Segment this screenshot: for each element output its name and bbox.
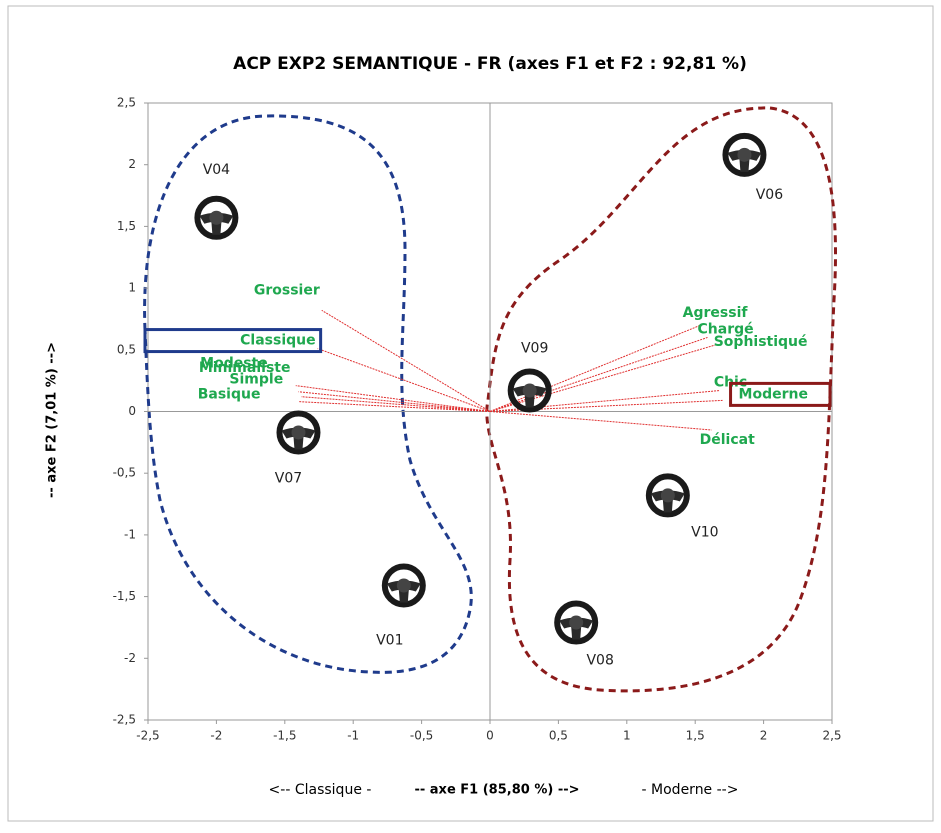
variable-vector [489, 390, 720, 412]
variable-label: Basique [198, 387, 261, 403]
y-tick-label: 2,5 [117, 96, 136, 110]
steering-wheel-point [194, 195, 239, 240]
wheel-hub [291, 425, 306, 440]
wheel-hub [737, 147, 752, 162]
y-tick-label: -0,5 [113, 466, 136, 480]
chart-title: ACP EXP2 SEMANTIQUE - FR (axes F1 et F2 … [233, 54, 747, 74]
x-tick-label: -2,5 [136, 729, 159, 743]
y-tick-label: -1,5 [113, 589, 136, 603]
point-label: V01 [376, 632, 403, 648]
cluster-outline [485, 106, 837, 693]
wheel-hub [396, 578, 411, 593]
y-tick-label: -1 [124, 527, 136, 541]
y-tick-label: 1,5 [117, 219, 136, 233]
x-tick-label: 2 [760, 729, 768, 743]
variable-label: Simple [229, 372, 283, 388]
wheel-rim [276, 410, 321, 455]
highlight-box [729, 381, 832, 407]
variable-label: Moderne [739, 386, 808, 402]
steering-wheel-point [554, 600, 599, 645]
variable-label: Agressif [683, 305, 749, 321]
variable-label: Délicat [700, 432, 755, 448]
variable-label: Classique [240, 333, 315, 349]
steering-wheel-point [507, 368, 552, 413]
x-tick-label: 1,5 [686, 729, 705, 743]
point-label: V08 [586, 653, 613, 669]
y-axis-title: -- axe F2 (7,01 %) --> [45, 342, 60, 498]
variable-vector [489, 336, 708, 412]
variable-label: Sophistiqué [714, 334, 808, 350]
y-tick-label: -2,5 [113, 713, 136, 727]
point-label: V07 [275, 470, 302, 486]
steering-wheel-point [381, 563, 426, 608]
wheel-hub [522, 383, 537, 398]
variable-label: Minimaliste [199, 360, 291, 376]
wheel-rim [722, 132, 767, 177]
wheel-hub [660, 488, 675, 503]
variable-vector [317, 348, 491, 412]
y-tick-label: -2 [124, 651, 136, 665]
frame [7, 5, 934, 822]
wheel-rim [381, 563, 426, 608]
variable-vector [489, 411, 712, 431]
wheel-rim [507, 368, 552, 413]
x-tick-label: 0,5 [549, 729, 568, 743]
x-axis-title: -- axe F1 (85,80 %) --> [414, 783, 579, 798]
x-tick-label: -2 [210, 729, 222, 743]
cluster-outline [143, 114, 473, 674]
point-label: V04 [203, 162, 230, 178]
y-tick-label: 2 [128, 157, 136, 171]
variable-label: Modeste [200, 356, 268, 372]
variable-label: Chargé [698, 321, 754, 337]
wheel-rim [554, 600, 599, 645]
wheel-rim [645, 473, 690, 518]
x-tick-label: -0,5 [410, 729, 433, 743]
y-tick-label: 1 [128, 281, 136, 295]
wheel-hub [209, 210, 224, 225]
x-axis-left-note: <-- Classique - [269, 782, 372, 798]
point-label: V09 [521, 341, 548, 357]
steering-wheel-point [645, 473, 690, 518]
x-tick-label: 0 [486, 729, 494, 743]
variable-label: Grossier [254, 282, 320, 298]
variable-vector [321, 309, 491, 412]
variable-vector [301, 396, 491, 412]
x-tick-label: -1 [347, 729, 359, 743]
variable-vector [298, 401, 491, 412]
steering-wheel-point [722, 132, 767, 177]
y-tick-label: 0 [128, 404, 136, 418]
steering-wheel-point [276, 410, 321, 455]
wheel-hub [569, 615, 584, 630]
x-tick-label: 1 [623, 729, 631, 743]
point-label: V10 [691, 524, 718, 540]
y-tick-label: 0,5 [117, 342, 136, 356]
variable-vector [298, 391, 491, 412]
x-axis-right-note: - Moderne --> [642, 782, 739, 798]
variable-vector [295, 385, 491, 412]
x-tick-label: -1,5 [273, 729, 296, 743]
point-label: V06 [756, 187, 783, 203]
wheel-rim [194, 195, 239, 240]
x-tick-label: 2,5 [822, 729, 841, 743]
highlight-box [143, 328, 323, 354]
